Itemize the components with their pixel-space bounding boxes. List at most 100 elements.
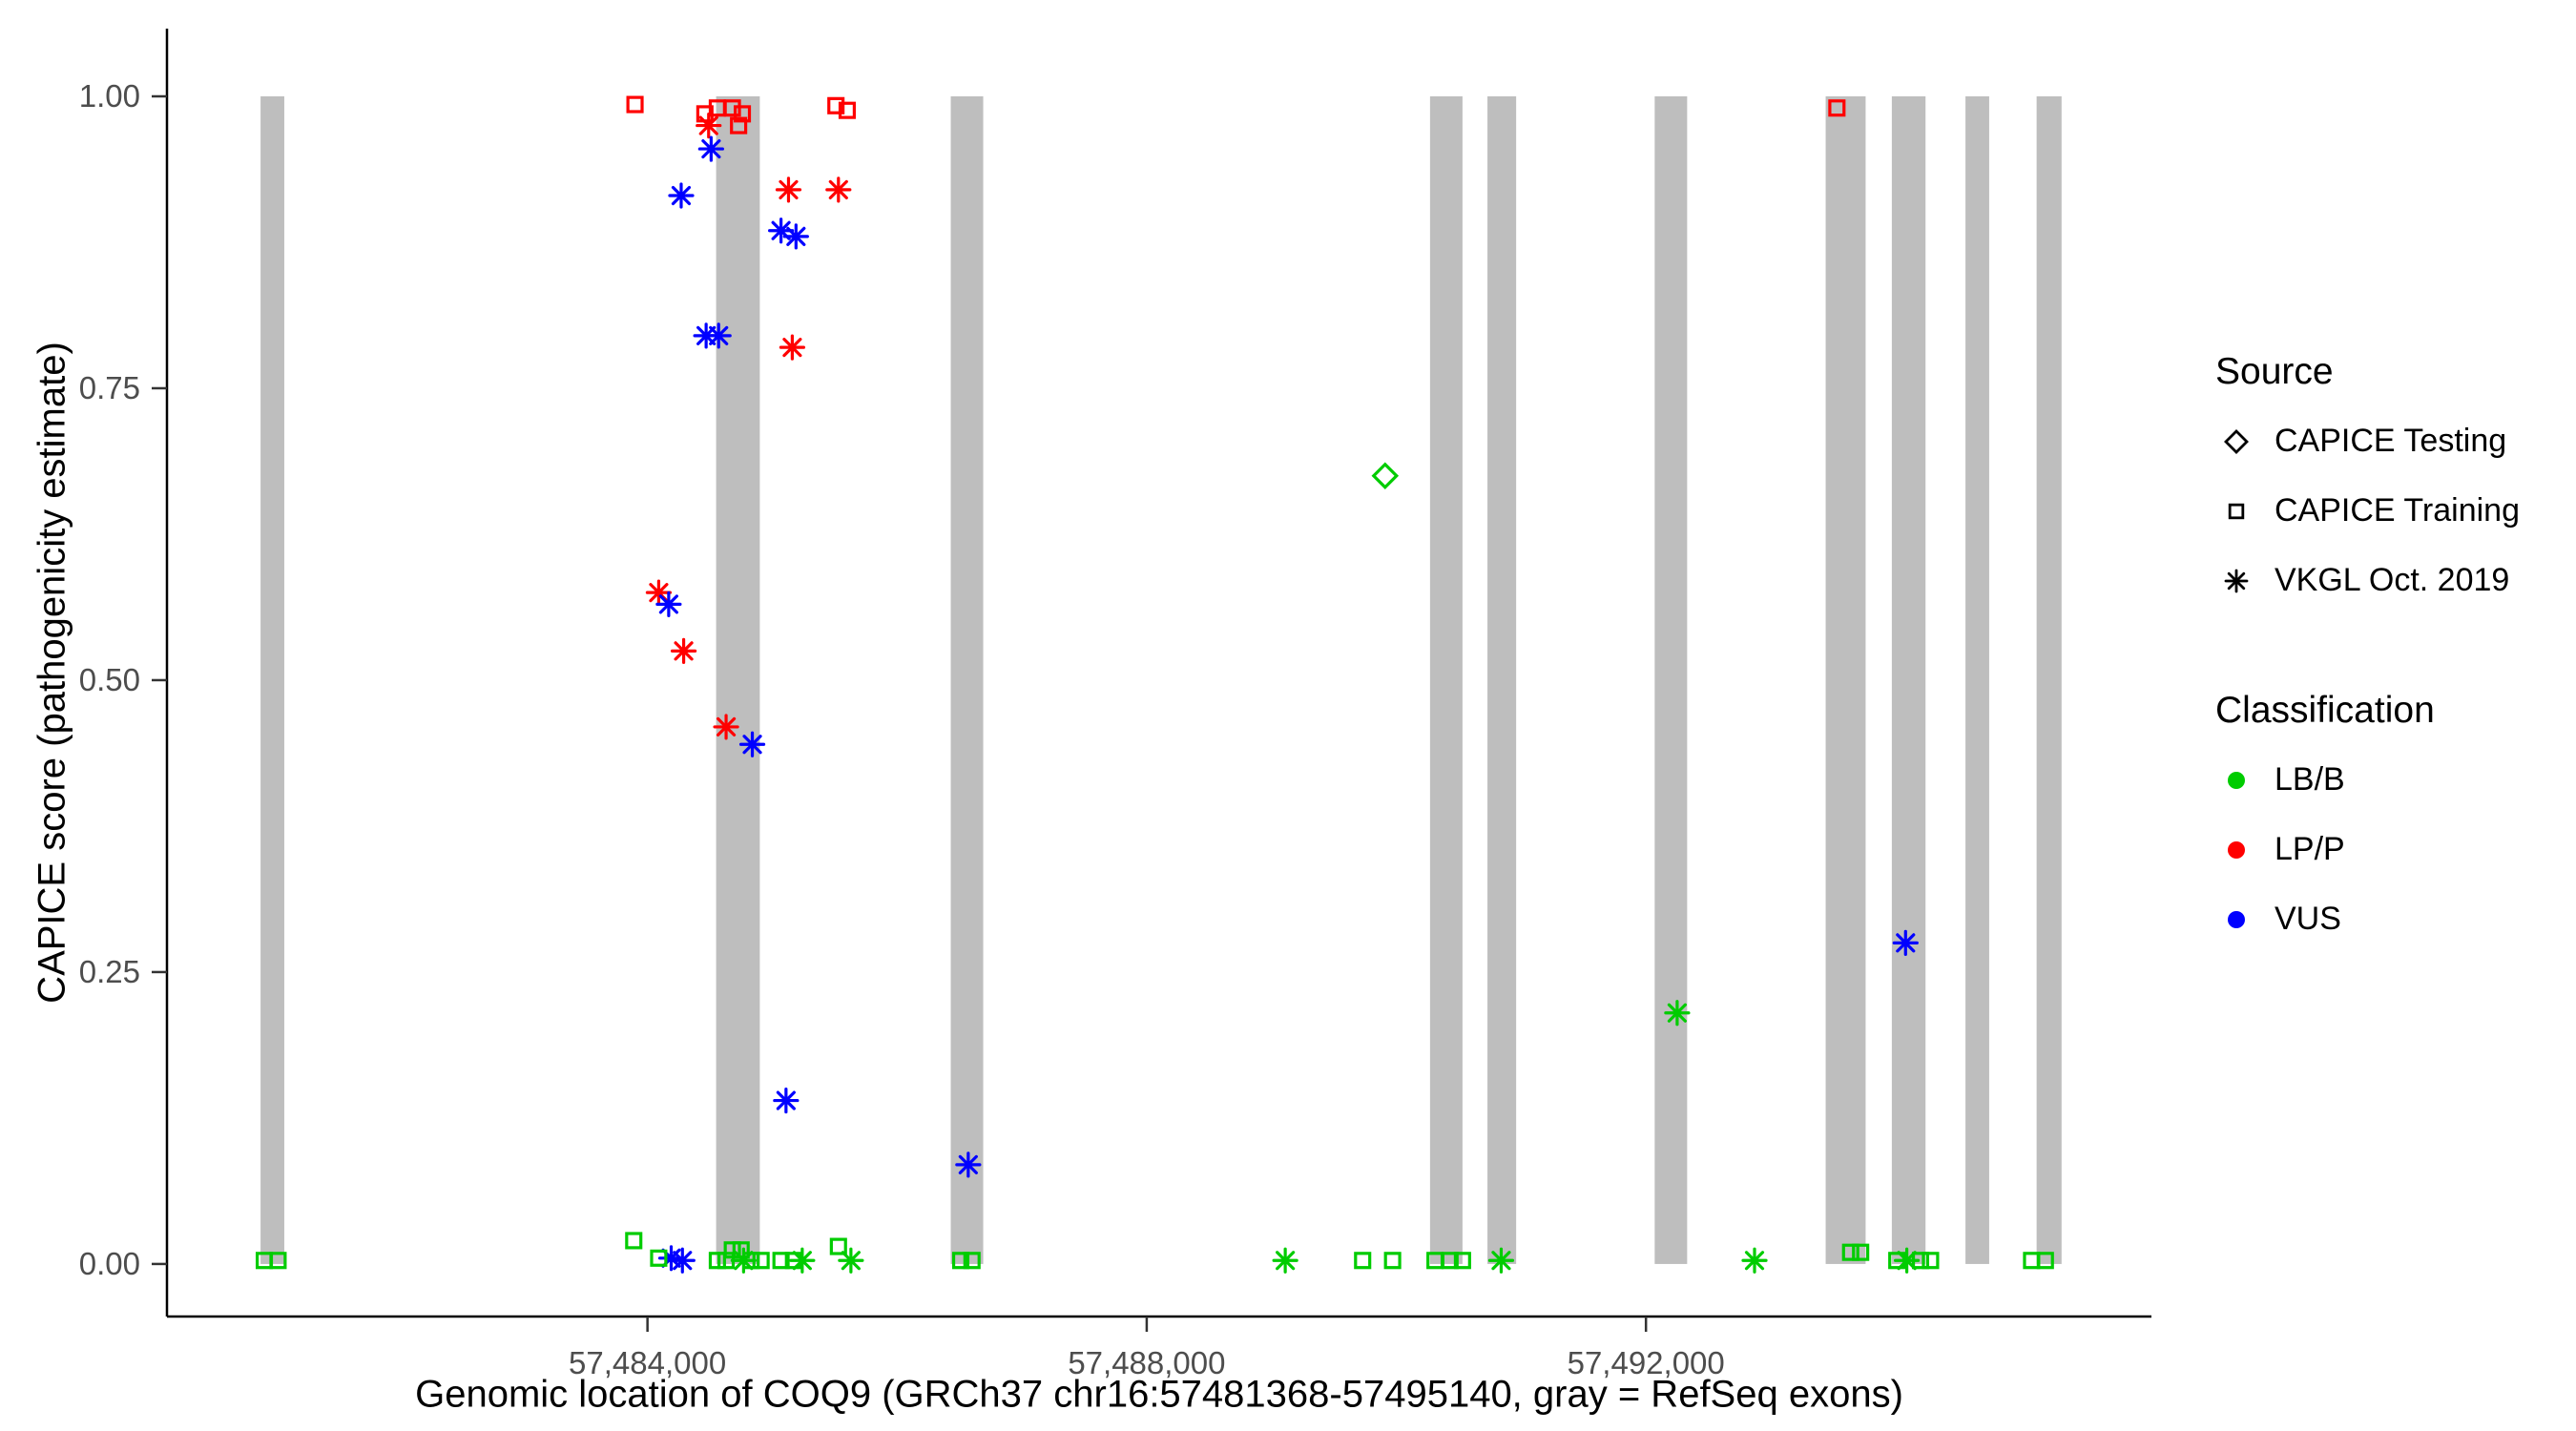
- data-point-asterisk: [1892, 929, 1919, 956]
- legend-item-label: CAPICE Testing: [2275, 423, 2507, 459]
- x-axis-title: Genomic location of COQ9 (GRCh37 chr16:5…: [415, 1373, 1903, 1416]
- data-point-asterisk: [825, 176, 852, 203]
- data-point-square: [1453, 1252, 1471, 1270]
- legend-item-source: CAPICE Training: [2215, 476, 2520, 546]
- data-point-asterisk: [779, 334, 805, 361]
- data-point-square: [708, 1252, 726, 1270]
- data-point-square: [2036, 1252, 2054, 1270]
- data-point-asterisk: [773, 1087, 800, 1114]
- data-point-square: [2023, 1252, 2041, 1270]
- legend-item-label: CAPICE Training: [2275, 492, 2520, 529]
- data-point-square: [742, 1252, 760, 1270]
- data-point-square: [1888, 1252, 1906, 1270]
- data-point-square: [784, 1252, 802, 1270]
- data-point-square: [730, 116, 748, 135]
- legend-item-label: LB/B: [2275, 761, 2345, 798]
- color-dot-icon: [2228, 840, 2245, 859]
- color-dot-icon: [2228, 910, 2245, 928]
- asterisk-marker-icon: [2224, 569, 2249, 592]
- data-point-square: [650, 1249, 668, 1267]
- data-point-asterisk: [713, 714, 739, 740]
- data-point-asterisk: [738, 731, 766, 757]
- legend-classification-items: LB/B LP/P VUS: [2215, 745, 2520, 954]
- data-point-asterisk: [645, 579, 673, 606]
- y-tick-label: 0.00: [79, 1246, 140, 1281]
- data-point-diamond: [1371, 462, 1400, 490]
- square-marker-icon: [2228, 503, 2245, 519]
- data-point-diamond: [2224, 428, 2249, 454]
- data-point-square: [827, 96, 845, 114]
- exon-bar: [1654, 95, 1688, 1264]
- data-point-asterisk: [1272, 1247, 1298, 1274]
- data-point-square: [269, 1252, 287, 1270]
- legend-source-items: CAPICE Testing CAPICE Training VKGL Oct. 2…: [2215, 406, 2520, 615]
- data-point-asterisk: [955, 1151, 982, 1178]
- color-dot-icon: [2228, 771, 2245, 789]
- legend: Source CAPICE Testing CAPICE Training VKGL…: [2215, 351, 2520, 954]
- data-point-square: [1383, 1252, 1402, 1270]
- data-point-asterisk: [775, 176, 802, 203]
- data-point-square: [963, 1252, 981, 1270]
- data-point-square: [625, 1232, 643, 1250]
- y-tick-label: 0.75: [79, 370, 140, 405]
- legend-item-classification: VUS: [2215, 884, 2520, 954]
- data-point-asterisk: [1487, 1247, 1515, 1274]
- diamond-marker-icon: [2224, 428, 2249, 454]
- legend-item-classification: LP/P: [2215, 815, 2520, 884]
- legend-classification-title: Classification: [2215, 690, 2435, 731]
- data-point-asterisk: [655, 591, 682, 617]
- data-point-square: [732, 1241, 750, 1259]
- data-point-square: [626, 95, 644, 114]
- data-point-square: [829, 1237, 847, 1255]
- exon-bar: [716, 95, 760, 1264]
- y-tick-label: 1.00: [79, 78, 140, 114]
- exon-bar: [1429, 95, 1463, 1264]
- exon-bar: [2036, 95, 2062, 1264]
- exon-bar: [1891, 95, 1926, 1264]
- data-point-asterisk: [1664, 1000, 1691, 1027]
- data-point-asterisk: [2224, 569, 2249, 592]
- exon-bar: [260, 95, 284, 1264]
- data-point-asterisk: [705, 322, 732, 349]
- x-tick-label: 57,484,000: [569, 1345, 726, 1380]
- data-point-asterisk: [782, 223, 809, 250]
- exon-bar: [1965, 95, 1989, 1264]
- data-point-square: [1841, 1243, 1859, 1261]
- legend-group-source: Source CAPICE Testing CAPICE Training VKGL…: [2215, 351, 2520, 615]
- data-point-square: [734, 105, 752, 123]
- data-point-asterisk: [668, 182, 695, 209]
- y-axis-title: CAPICE score (pathogenicity estimate): [31, 342, 73, 1004]
- data-point-asterisk: [696, 112, 722, 139]
- data-point-square: [1354, 1252, 1372, 1270]
- data-point-asterisk: [697, 135, 724, 162]
- data-point-square: [752, 1252, 770, 1270]
- legend-item-source: VKGL Oct. 2019: [2215, 546, 2520, 615]
- data-point-square: [1922, 1252, 1940, 1270]
- legend-item-classification: LB/B: [2215, 745, 2520, 815]
- x-tick-label: 57,492,000: [1568, 1345, 1725, 1380]
- x-tick-label: 57,488,000: [1068, 1345, 1225, 1380]
- data-point-square: [1828, 99, 1846, 117]
- legend-item-label: VKGL Oct. 2019: [2275, 562, 2510, 598]
- exon-bar: [950, 95, 984, 1264]
- legend-source-title: Source: [2215, 351, 2334, 392]
- data-point-square: [951, 1252, 970, 1270]
- legend-item-source: CAPICE Testing: [2215, 406, 2520, 476]
- data-point-asterisk: [1741, 1247, 1768, 1274]
- data-point-square: [1911, 1252, 1930, 1270]
- legend-group-classification: Classification LB/B LP/P VUS: [2215, 690, 2520, 954]
- data-point-square: [772, 1252, 790, 1270]
- data-point-asterisk: [670, 637, 697, 664]
- legend-item-label: VUS: [2275, 901, 2341, 937]
- data-point-square: [1852, 1243, 1870, 1261]
- y-tick-label: 0.25: [79, 954, 140, 989]
- data-point-square: [1441, 1252, 1459, 1270]
- data-point-asterisk: [789, 1247, 816, 1274]
- data-point-square: [2228, 503, 2245, 519]
- data-point-asterisk: [669, 1247, 696, 1274]
- legend-item-label: LP/P: [2275, 831, 2345, 867]
- data-point-square: [723, 1241, 741, 1259]
- exon-bar: [1825, 95, 1866, 1264]
- data-point-square: [838, 101, 856, 119]
